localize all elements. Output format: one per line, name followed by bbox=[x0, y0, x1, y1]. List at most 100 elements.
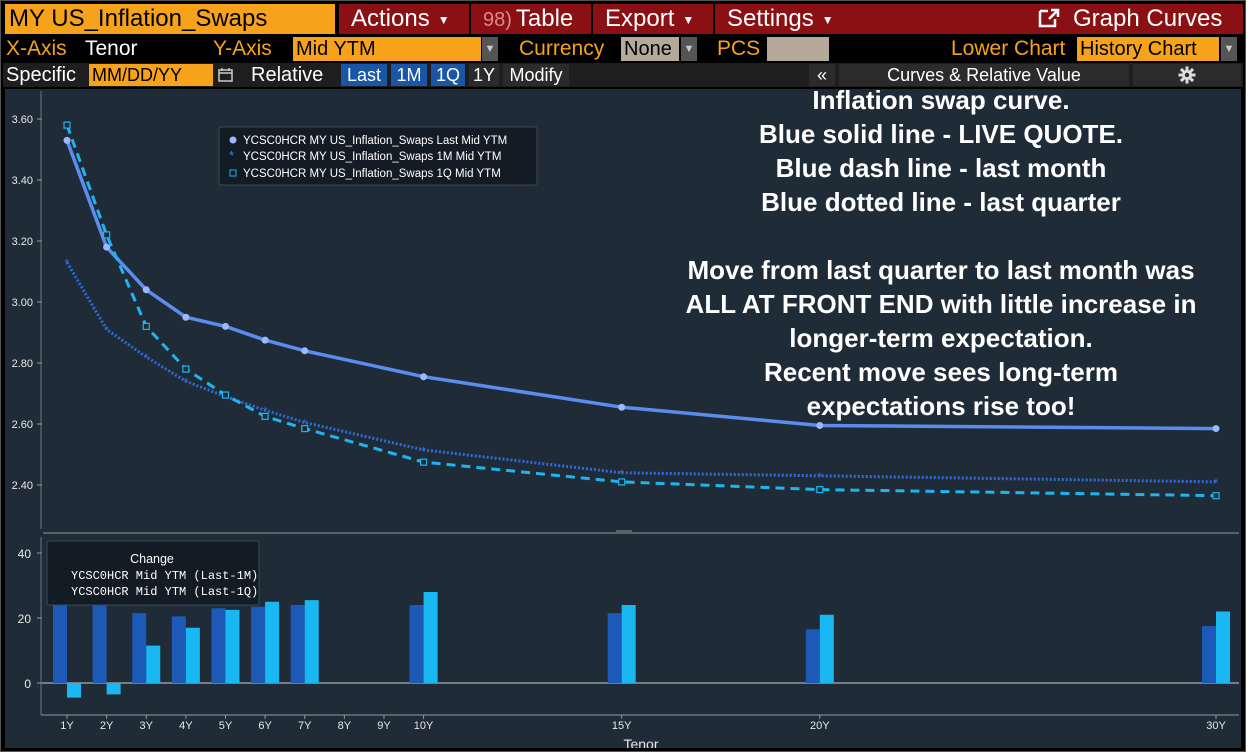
y-tick-label: 3.20 bbox=[12, 236, 33, 248]
x-tick-label: 15Y bbox=[612, 720, 632, 732]
bar bbox=[290, 605, 305, 683]
1y-button[interactable]: 1Y bbox=[469, 64, 499, 86]
pcs-input[interactable] bbox=[767, 37, 829, 61]
x-tick-label: 3Y bbox=[140, 720, 154, 732]
1q-button[interactable]: 1Q bbox=[431, 64, 465, 86]
y-axis-select[interactable]: Mid YTM bbox=[293, 37, 481, 61]
chevron-down-icon[interactable]: ▼ bbox=[482, 37, 498, 61]
currency-label: Currency bbox=[519, 37, 605, 60]
collapse-panel-button[interactable]: « bbox=[809, 64, 835, 86]
annotation-line: longer-term expectation. bbox=[789, 323, 1092, 353]
curves-relative-value-tab[interactable]: Curves & Relative Value bbox=[839, 64, 1129, 86]
data-point bbox=[221, 391, 230, 399]
export-label: Export bbox=[605, 5, 675, 32]
graph-curves-button[interactable]: Graph Curves bbox=[1025, 4, 1241, 34]
x-tick-label: 20Y bbox=[810, 720, 830, 732]
settings-menu[interactable]: Settings ▼ bbox=[715, 4, 855, 34]
relative-label: Relative bbox=[251, 64, 324, 86]
chevron-down-icon[interactable]: ▼ bbox=[681, 37, 697, 61]
data-point bbox=[261, 336, 269, 344]
data-point bbox=[816, 422, 824, 430]
upper-legend[interactable]: YCSC0HCR MY US_Inflation_Swaps Last Mid … bbox=[218, 126, 538, 186]
bar bbox=[621, 605, 636, 683]
lower-chart-label: Lower Chart bbox=[951, 37, 1066, 60]
table-label: Table bbox=[515, 5, 574, 32]
upper-axis: 3.60 3.40 3.20 3.00 2.80 2.60 2.40 bbox=[12, 91, 42, 529]
bar bbox=[1216, 611, 1230, 683]
data-point bbox=[182, 365, 190, 373]
bar bbox=[225, 609, 240, 683]
menu-divider bbox=[591, 4, 593, 34]
data-point: * bbox=[263, 404, 268, 418]
bar bbox=[423, 592, 438, 683]
y-axis-label: Y-Axis bbox=[213, 37, 272, 60]
upper-series-layer: * * * * * * * * * * * bbox=[63, 121, 1220, 500]
table-button[interactable]: 98) Table bbox=[471, 4, 591, 34]
data-point bbox=[618, 478, 626, 486]
last-button[interactable]: Last bbox=[341, 64, 387, 86]
y-tick-label: 2.60 bbox=[12, 419, 33, 431]
security-title-field[interactable]: MY US_Inflation_Swaps bbox=[5, 4, 335, 34]
x-tick-label: 30Y bbox=[1206, 720, 1226, 732]
y-tick-label: 3.00 bbox=[12, 297, 33, 309]
legend-marker-asterisk: * bbox=[229, 148, 234, 163]
data-point bbox=[63, 121, 71, 129]
x-axis-title: Tenor bbox=[623, 736, 658, 748]
y-tick-label: 0 bbox=[24, 677, 31, 691]
bar bbox=[106, 683, 121, 695]
annotation-text: Inflation swap curve. Blue solid line - L… bbox=[686, 85, 1197, 421]
data-point: * bbox=[65, 256, 70, 270]
gear-icon[interactable] bbox=[1133, 64, 1241, 86]
actions-menu[interactable]: Actions ▼ bbox=[339, 4, 469, 34]
data-point: * bbox=[619, 467, 624, 481]
legend-series-1m: YCSC0HCR MY US_Inflation_Swaps 1M Mid YT… bbox=[243, 151, 501, 163]
bar bbox=[607, 613, 622, 683]
export-menu[interactable]: Export ▼ bbox=[593, 4, 713, 34]
data-point bbox=[221, 322, 229, 330]
bar bbox=[67, 683, 81, 698]
menu-divider bbox=[713, 4, 715, 34]
data-point bbox=[618, 403, 626, 411]
legend-marker-circle bbox=[229, 136, 237, 144]
bar bbox=[211, 608, 226, 683]
data-point bbox=[142, 322, 150, 330]
data-point bbox=[103, 243, 111, 251]
specific-label: Specific bbox=[6, 64, 77, 86]
bar bbox=[265, 601, 280, 683]
annotation-line: expectations rise too! bbox=[807, 391, 1076, 421]
bar bbox=[409, 605, 424, 683]
data-point bbox=[419, 458, 428, 466]
chevron-down-icon[interactable]: ▼ bbox=[1221, 37, 1237, 61]
currency-select[interactable]: None bbox=[621, 37, 679, 61]
settings-label: Settings bbox=[727, 5, 814, 32]
actions-label: Actions bbox=[351, 5, 430, 32]
x-tick-label: 9Y bbox=[377, 720, 391, 732]
x-tick-label: 7Y bbox=[298, 720, 312, 732]
annotation-line: Blue dash line - last month bbox=[776, 153, 1107, 183]
top-toolbar: MY US_Inflation_Swaps Actions ▼ 98) Table … bbox=[1, 1, 1245, 34]
data-point bbox=[142, 286, 150, 294]
bar bbox=[1202, 626, 1216, 683]
y-tick-label: 3.40 bbox=[12, 175, 33, 187]
specific-date-input[interactable]: MM/DD/YY bbox=[89, 64, 213, 86]
calendar-icon[interactable] bbox=[217, 66, 235, 84]
table-shortcut-number: 98) bbox=[483, 9, 512, 31]
menu-divider bbox=[469, 4, 471, 34]
chevron-down-icon: ▼ bbox=[821, 12, 834, 27]
data-point bbox=[103, 231, 111, 239]
chart-area: 3.603.403.203.002.802.602.40 ***********… bbox=[5, 85, 1241, 751]
lower-chart-select[interactable]: History Chart bbox=[1077, 37, 1219, 61]
bar bbox=[805, 629, 820, 683]
x-tick-label: 1Y bbox=[60, 720, 74, 732]
data-point bbox=[63, 136, 71, 144]
series-line-1 bbox=[65, 261, 1217, 484]
lower-legend[interactable]: Change YCSC0HCR Mid YTM (Last-1M) YCSC0H… bbox=[46, 540, 260, 606]
chevron-down-icon: ▼ bbox=[682, 12, 695, 27]
lower-bars-layer bbox=[53, 554, 1230, 698]
data-point bbox=[816, 485, 824, 494]
x-tick-label: 6Y bbox=[258, 720, 272, 732]
modify-button[interactable]: Modify bbox=[503, 64, 569, 86]
data-point: * bbox=[144, 351, 149, 365]
1m-button[interactable]: 1M bbox=[391, 64, 427, 86]
x-axis-value[interactable]: Tenor bbox=[85, 37, 138, 60]
